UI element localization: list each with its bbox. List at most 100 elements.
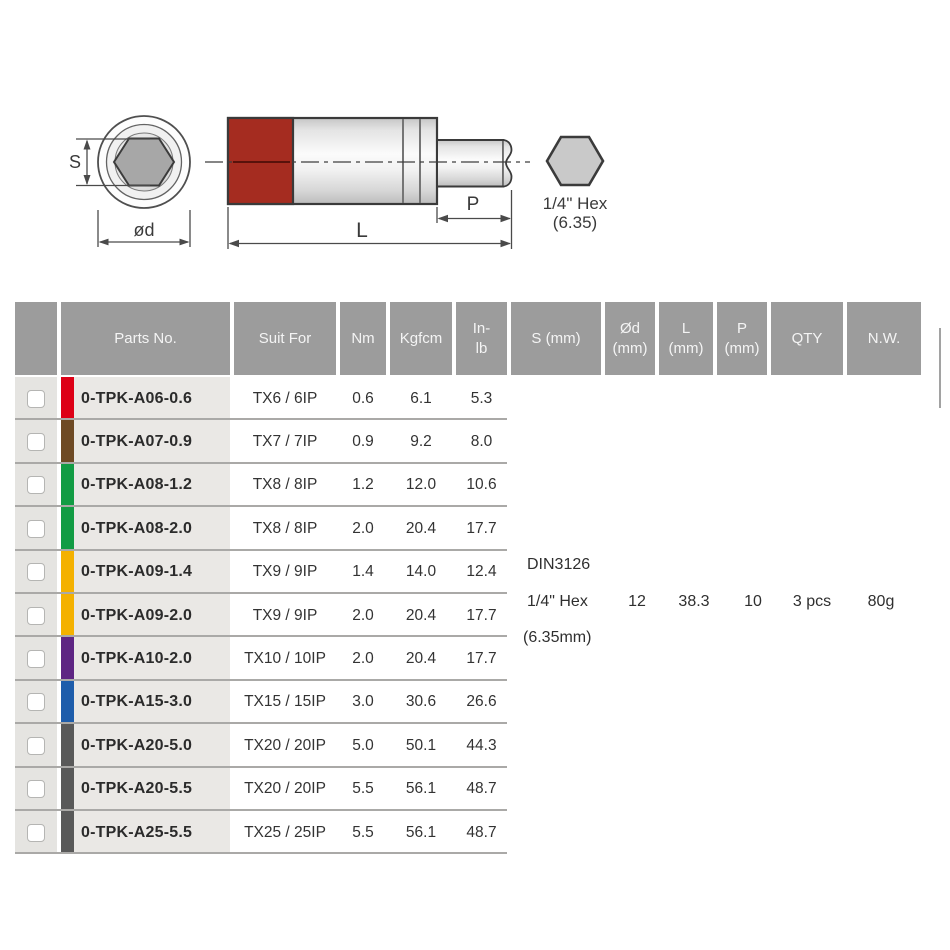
l-value: 38.3 — [678, 593, 710, 610]
nm-value: 5.0 — [340, 724, 386, 768]
nm-value: 2.0 — [340, 507, 386, 551]
select-cell — [15, 550, 57, 594]
part-number: 0-TPK-A15-3.0 — [81, 693, 193, 711]
nm-value: 5.5 — [340, 767, 386, 811]
suit-for-value: TX15 / 15IP — [234, 680, 336, 725]
table-row: 0-TPK-A20-5.0 TX20 / 20IP 5.0 50.1 44.3 — [15, 724, 921, 768]
select-cell — [15, 507, 57, 551]
kgfcm-value: 12.0 — [390, 463, 452, 508]
row-color-bar — [61, 593, 74, 638]
select-cell — [15, 637, 57, 681]
col-header-select — [15, 302, 57, 375]
part-number: 0-TPK-A09-2.0 — [81, 606, 193, 624]
nm-value: 0.6 — [340, 377, 386, 421]
table-row: 0-TPK-A09-2.0 TX9 / 9IP 2.0 20.4 17.7 — [15, 593, 921, 638]
col-header-od-mm: Ød (mm) — [605, 302, 655, 375]
part-number: 0-TPK-A06-0.6 — [81, 389, 193, 407]
part-number: 0-TPK-A08-1.2 — [81, 476, 193, 494]
row-color-bar — [61, 377, 74, 421]
parts-no-cell: 0-TPK-A09-1.4 — [61, 550, 230, 594]
hexagon-icon — [545, 135, 605, 187]
drive-shank — [436, 139, 504, 188]
arrowhead — [83, 175, 91, 185]
inlb-value: 48.7 — [456, 767, 507, 811]
part-number: 0-TPK-A10-2.0 — [81, 650, 193, 668]
hex-shank-icon: 1/4" Hex (6.35) — [543, 135, 608, 232]
od-dimension — [97, 210, 191, 247]
dim-label-p: P — [467, 194, 480, 215]
inlb-value: 12.4 — [456, 550, 507, 594]
row-checkbox[interactable] — [27, 736, 45, 755]
spec-table: Parts No. Suit For Nm Kgfcm In-lb S (mm)… — [15, 302, 935, 855]
part-number: 0-TPK-A20-5.0 — [81, 736, 193, 754]
row-checkbox[interactable] — [27, 563, 45, 582]
inlb-value: 17.7 — [456, 637, 507, 681]
arrowhead — [98, 238, 109, 246]
parts-no-cell: 0-TPK-A15-3.0 — [61, 680, 230, 725]
arrowhead — [437, 214, 448, 223]
parts-no-cell: 0-TPK-A06-0.6 — [61, 377, 230, 421]
table-row: 0-TPK-A10-2.0 TX10 / 10IP 2.0 20.4 17.7 — [15, 637, 921, 682]
col-header-inlb: In-lb — [456, 302, 507, 375]
parts-no-cell: 0-TPK-A08-1.2 — [61, 463, 230, 508]
merged-spec-cell: DIN3126 1/4" Hex (6.35mm) 12 38.3 10 3 p… — [511, 377, 935, 855]
inlb-value: 17.7 — [456, 593, 507, 638]
nw-value: 80g — [867, 593, 895, 610]
parts-no-cell: 0-TPK-A20-5.0 — [61, 724, 230, 768]
dim-label-s: S — [69, 152, 81, 172]
row-checkbox[interactable] — [27, 650, 45, 669]
kgfcm-value: 6.1 — [390, 377, 452, 421]
part-number: 0-TPK-A07-0.9 — [81, 433, 193, 451]
nm-value: 2.0 — [340, 637, 386, 681]
technical-drawing: S ød — [69, 115, 608, 249]
kgfcm-value: 56.1 — [390, 767, 452, 811]
nm-value: 2.0 — [340, 593, 386, 638]
col-header-parts-no: Parts No. — [61, 302, 230, 375]
s-dimension-metric: (6.35mm) — [523, 629, 592, 646]
row-checkbox[interactable] — [27, 693, 45, 712]
part-number: 0-TPK-A25-5.5 — [81, 823, 193, 841]
nm-value: 3.0 — [340, 680, 386, 725]
dim-label-od: ød — [133, 220, 154, 240]
select-cell — [15, 680, 57, 725]
col-header-nm: Nm — [340, 302, 386, 375]
row-checkbox[interactable] — [27, 823, 45, 842]
parts-no-cell: 0-TPK-A10-2.0 — [61, 637, 230, 681]
row-color-bar — [61, 463, 74, 508]
table-row: 0-TPK-A08-1.2 TX8 / 8IP 1.2 12.0 10.6 — [15, 463, 921, 508]
part-number: 0-TPK-A20-5.5 — [81, 780, 193, 798]
row-color-bar — [61, 507, 74, 551]
kgfcm-value: 9.2 — [390, 420, 452, 464]
table-header-row: Parts No. Suit For Nm Kgfcm In-lb S (mm)… — [15, 302, 921, 375]
scrollbar-thumb[interactable] — [939, 328, 941, 408]
row-checkbox[interactable] — [27, 433, 45, 452]
suit-for-value: TX25 / 25IP — [234, 810, 336, 855]
select-cell — [15, 810, 57, 855]
row-color-bar — [61, 810, 74, 855]
nm-value: 1.4 — [340, 550, 386, 594]
table-row: 0-TPK-A25-5.5 TX25 / 25IP 5.5 56.1 48.7 — [15, 810, 921, 855]
inlb-value: 26.6 — [456, 680, 507, 725]
col-header-kgfcm: Kgfcm — [390, 302, 452, 375]
kgfcm-value: 14.0 — [390, 550, 452, 594]
s-dimension-value: 1/4" Hex — [527, 593, 588, 610]
part-number: 0-TPK-A09-1.4 — [81, 563, 193, 581]
kgfcm-value: 30.6 — [390, 680, 452, 725]
row-color-bar — [61, 420, 74, 464]
suit-for-value: TX8 / 8IP — [234, 463, 336, 508]
part-number: 0-TPK-A08-2.0 — [81, 519, 193, 537]
row-checkbox[interactable] — [27, 780, 45, 799]
table-row: 0-TPK-A15-3.0 TX15 / 15IP 3.0 30.6 26.6 — [15, 680, 921, 725]
suit-for-value: TX8 / 8IP — [234, 507, 336, 551]
col-header-qty: QTY — [771, 302, 843, 375]
hex-size-label: 1/4" Hex — [543, 194, 608, 213]
col-header-p-mm: P (mm) — [717, 302, 767, 375]
row-color-bar — [61, 724, 74, 768]
table-row: 0-TPK-A20-5.5 TX20 / 20IP 5.5 56.1 48.7 — [15, 767, 921, 812]
row-checkbox[interactable] — [27, 389, 45, 408]
kgfcm-value: 56.1 — [390, 810, 452, 855]
row-checkbox[interactable] — [27, 519, 45, 538]
row-checkbox[interactable] — [27, 606, 45, 625]
row-checkbox[interactable] — [27, 476, 45, 495]
nm-value: 5.5 — [340, 810, 386, 855]
